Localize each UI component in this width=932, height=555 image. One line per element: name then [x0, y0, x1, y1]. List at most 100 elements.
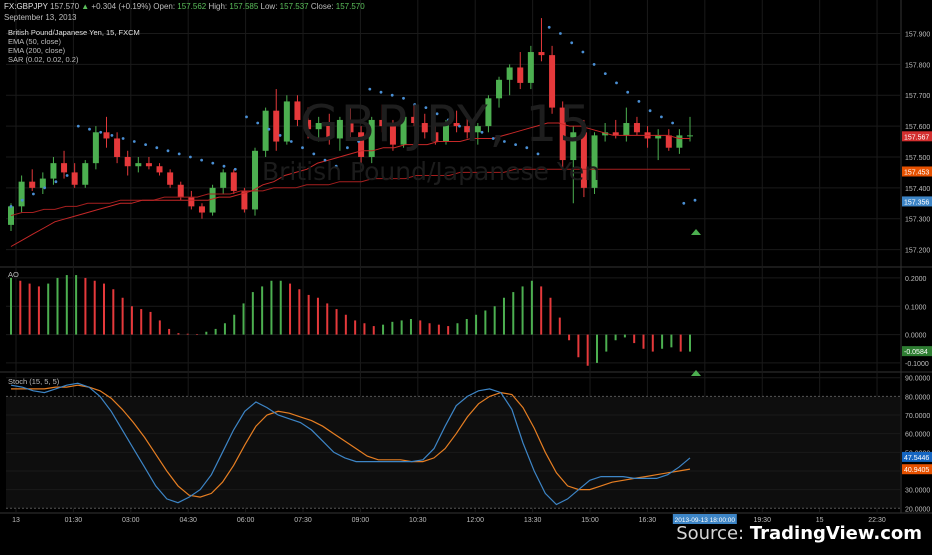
candle-body	[209, 187, 216, 213]
sar-dot	[525, 146, 529, 150]
sar-dot	[65, 174, 69, 177]
stoch-tick-label: 60.0000	[905, 432, 930, 439]
sar-dot	[637, 100, 641, 103]
sar-price-tag-bg	[902, 196, 932, 207]
price-tick-label: 157.200	[905, 248, 930, 255]
candle-body	[400, 116, 407, 145]
sar-dot	[334, 164, 338, 168]
buy-arrow-icon	[691, 370, 701, 376]
sar-dot	[480, 130, 484, 134]
candle-body	[305, 119, 312, 130]
candle-body	[294, 101, 301, 120]
sar-dot	[76, 124, 80, 128]
candle-body	[167, 172, 174, 185]
candle-body	[39, 178, 46, 188]
time-tick-label: 04:30	[179, 517, 197, 524]
sar-dot	[233, 167, 237, 171]
candle-body	[474, 126, 481, 133]
candle-body	[432, 132, 439, 142]
candle-body	[623, 123, 630, 136]
price-tick-label: 157.500	[905, 155, 930, 162]
time-tick-label: 13:30	[524, 517, 542, 524]
candle-body	[114, 138, 121, 157]
sar-dot	[559, 32, 562, 35]
candle-body	[655, 135, 662, 139]
candle-body	[421, 123, 428, 133]
sar-dot	[424, 106, 428, 109]
candle-body	[198, 206, 205, 213]
candle-body	[368, 119, 375, 157]
candle-body	[538, 52, 545, 56]
sar-price-tag: 157.356	[904, 199, 929, 206]
candle-body	[252, 150, 259, 210]
stoch-tick-label: 70.0000	[905, 413, 930, 420]
legend-ema200[interactable]: EMA (200, close)	[8, 46, 66, 55]
time-tick-label: 12:00	[466, 517, 484, 524]
stoch-tick-label: 90.0000	[905, 376, 930, 383]
candle-body	[517, 67, 524, 83]
candle-body	[326, 123, 333, 139]
candle-body	[591, 135, 598, 188]
sar-dot	[603, 72, 607, 75]
stoch-k-tag-bg	[902, 451, 932, 462]
candle-body	[442, 123, 449, 142]
legend-sar[interactable]: SAR (0.02, 0.02, 0.2)	[8, 55, 79, 64]
candle-body	[559, 107, 566, 161]
symbol-header: FX:GBPJPY 157.570 ▲ +0.304 (+0.19%) Open…	[4, 1, 365, 23]
open-value: 157.562	[177, 2, 207, 11]
price-tick-label: 157.600	[905, 124, 930, 131]
candle-body	[336, 119, 343, 139]
candle-body	[230, 172, 237, 191]
sar-dot	[503, 140, 506, 143]
time-tick-label: 16:30	[639, 517, 657, 524]
source-brand[interactable]: TradingView.com	[749, 523, 922, 544]
sar-dot	[413, 103, 417, 106]
candle-body	[135, 163, 142, 167]
indicator-legend: British Pound/Japanese Yen, 15, FXCM EMA…	[8, 28, 140, 64]
sar-dot	[592, 63, 596, 66]
candle-body	[283, 101, 290, 142]
sar-dot	[446, 118, 450, 122]
cursor-time-tag	[672, 514, 737, 524]
sar-dot	[660, 115, 663, 119]
time-tick-label: 09:00	[352, 517, 370, 524]
legend-ema50[interactable]: EMA (50, close)	[8, 37, 61, 46]
low-value: 157.537	[279, 2, 309, 11]
candle-body	[29, 181, 36, 188]
price-tick-label: 157.400	[905, 186, 930, 193]
ao-label[interactable]: AO	[8, 270, 19, 279]
sar-dot	[346, 146, 349, 150]
sar-dot	[323, 158, 327, 162]
stoch-k-tag: 47.5446	[904, 455, 929, 462]
sar-dot	[211, 161, 215, 165]
stoch-tick-label: 20.0000	[905, 506, 930, 513]
candle-body	[612, 132, 619, 136]
time-tick-label: 22:30	[868, 517, 886, 524]
last-price: 157.570	[50, 2, 80, 11]
ema200-line	[10, 168, 690, 217]
sar-dot	[357, 140, 360, 143]
ao-value-tag: -0.0584	[904, 349, 928, 356]
ao-tick-label: 0.0000	[905, 333, 927, 340]
buy-arrow-icon	[691, 229, 701, 235]
sar-dot	[491, 137, 495, 140]
symbol-name[interactable]: FX:GBPJPY	[4, 2, 48, 11]
sar-dot	[43, 186, 46, 190]
candle-body	[145, 163, 152, 167]
sar-dot	[278, 134, 282, 137]
candle-body	[61, 163, 68, 173]
time-tick-label: 15	[816, 517, 824, 524]
sar-dot	[514, 143, 517, 147]
candle-body	[411, 116, 418, 124]
stoch-label[interactable]: Stoch (15, 5, 5)	[8, 377, 60, 386]
candle-body	[527, 52, 534, 83]
candle-body	[8, 206, 14, 225]
candle-body	[633, 123, 640, 133]
sar-dot	[32, 192, 35, 196]
candle-body	[273, 110, 280, 142]
time-tick-label: 07:30	[294, 517, 312, 524]
candle-body	[379, 119, 386, 127]
sar-dot	[200, 158, 204, 162]
sar-dot	[88, 127, 91, 131]
candle-body	[665, 135, 672, 148]
